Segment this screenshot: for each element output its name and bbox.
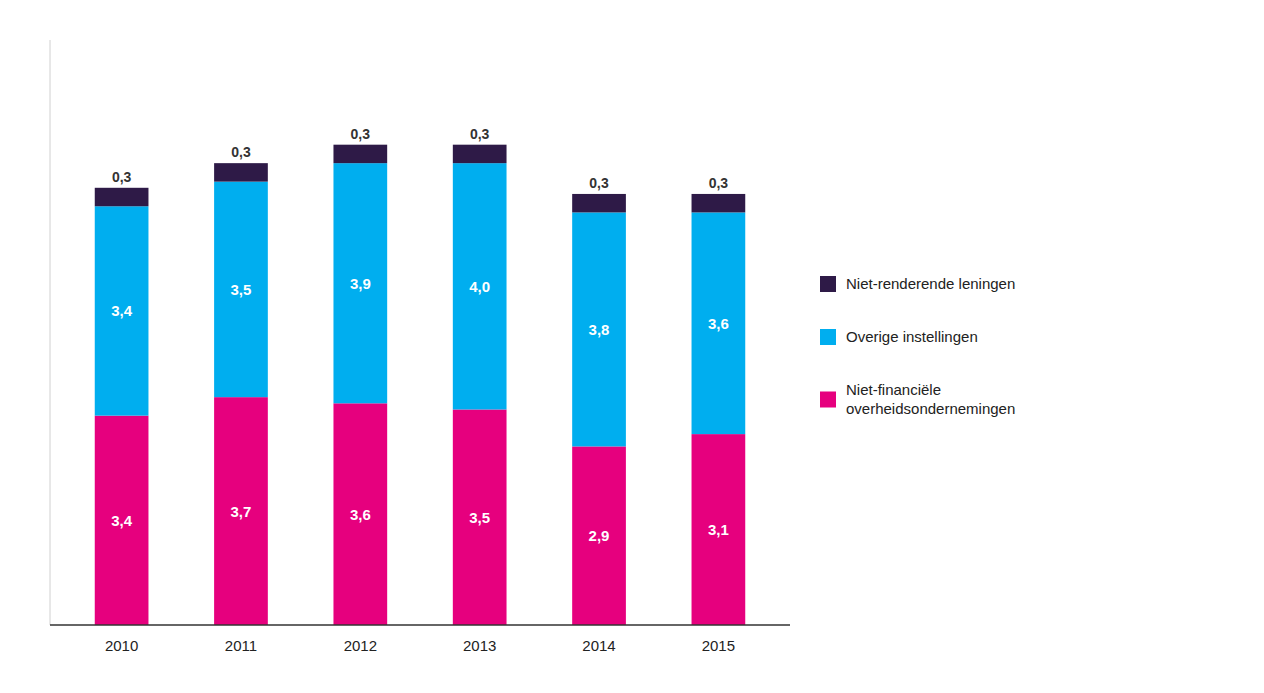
bar-segment — [453, 409, 507, 625]
data-label: 0,3 — [589, 175, 609, 191]
legend-label-line: Overige instellingen — [846, 328, 978, 345]
bar-segment — [692, 212, 746, 434]
bar-segment — [572, 194, 626, 212]
chart-svg: 3,4 3,7 3,6 3,5 2,9 3,1 3,4 3,5 3,9 4,0 3,8 3,6 0,3 0… — [0, 0, 1264, 693]
page: {"chart_data": {"type": "bar", "stacked"… — [0, 0, 1264, 693]
data-label: 3,1 — [708, 521, 729, 538]
data-label: 0,3 — [470, 126, 490, 142]
bar-segment — [95, 206, 149, 415]
x-axis: 2010 2011 2012 2013 2014 2015 — [105, 637, 735, 654]
legend-label: Niet-renderende leningen — [846, 275, 1015, 292]
x-tick-label: 2015 — [702, 637, 735, 654]
y-range-line — [50, 40, 51, 625]
data-label: 3,6 — [350, 506, 371, 523]
data-label: 3,4 — [111, 302, 133, 319]
bars — [95, 145, 745, 625]
legend: Niet-renderende leningen Overige instelli… — [820, 275, 1015, 417]
legend-swatch — [820, 392, 836, 408]
data-label: 0,3 — [231, 144, 251, 160]
bar-segment — [333, 163, 387, 403]
bar-segment — [572, 212, 626, 446]
x-tick-label: 2010 — [105, 637, 138, 654]
data-label: 3,6 — [708, 315, 729, 332]
data-label: 3,4 — [111, 512, 133, 529]
data-label: 0,3 — [709, 175, 729, 191]
bar-segment — [572, 446, 626, 625]
bar-segment — [692, 194, 746, 212]
bar-segment — [95, 188, 149, 206]
data-label: 0,3 — [351, 126, 371, 142]
data-label: 0,3 — [112, 169, 132, 185]
legend-label: Niet-financiële overheidsondernemingen — [846, 381, 1015, 417]
bar-segment — [453, 163, 507, 409]
data-label: 4,0 — [469, 278, 490, 295]
data-label: 3,8 — [589, 321, 610, 338]
data-labels: 3,4 3,7 3,6 3,5 2,9 3,1 3,4 3,5 3,9 4,0 3,8 3,6 0,3 0… — [111, 126, 729, 545]
bar-segment — [214, 163, 268, 181]
data-label: 3,5 — [469, 509, 490, 526]
legend-swatch — [820, 329, 836, 345]
bar-segment — [692, 434, 746, 625]
x-tick-label: 2012 — [344, 637, 377, 654]
bar-segment — [333, 403, 387, 625]
bar-segment — [95, 416, 149, 625]
legend-label-line: Niet-renderende leningen — [846, 275, 1015, 292]
x-axis-line — [50, 624, 790, 626]
bar-segment — [333, 145, 387, 163]
legend-label-line: Niet-financiële — [846, 381, 941, 398]
x-tick-label: 2013 — [463, 637, 496, 654]
x-tick-label: 2014 — [582, 637, 615, 654]
data-label: 2,9 — [589, 527, 610, 544]
bar-segment — [453, 145, 507, 163]
data-label: 3,5 — [231, 281, 252, 298]
legend-label-line: overheidsondernemingen — [846, 400, 1015, 417]
legend-label: Overige instellingen — [846, 328, 978, 345]
data-label: 3,7 — [231, 503, 252, 520]
bar-segment — [214, 397, 268, 625]
legend-swatch — [820, 276, 836, 292]
chart-container: 3,4 3,7 3,6 3,5 2,9 3,1 3,4 3,5 3,9 4,0 3,8 3,6 0,3 0… — [0, 0, 1264, 693]
bar-segment — [214, 182, 268, 398]
x-tick-label: 2011 — [225, 637, 257, 654]
data-label: 3,9 — [350, 275, 371, 292]
